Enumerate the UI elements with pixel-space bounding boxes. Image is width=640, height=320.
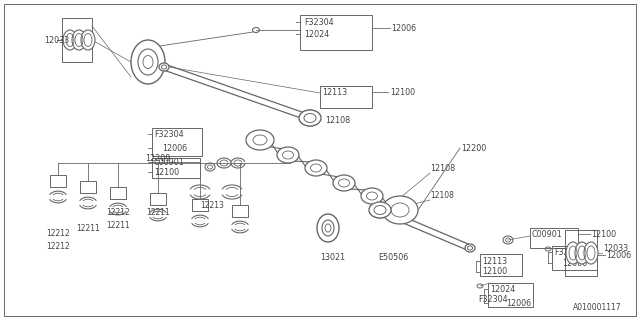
Text: 12024: 12024 xyxy=(304,29,329,38)
Ellipse shape xyxy=(575,242,589,264)
Bar xyxy=(80,181,96,193)
Ellipse shape xyxy=(566,242,580,264)
Text: 12006: 12006 xyxy=(562,259,587,268)
Bar xyxy=(530,228,578,248)
Text: 13021: 13021 xyxy=(320,253,345,262)
Text: 12211: 12211 xyxy=(106,220,130,229)
Ellipse shape xyxy=(305,160,327,176)
Text: 12024: 12024 xyxy=(490,284,515,293)
Text: 12212: 12212 xyxy=(106,207,130,217)
Bar xyxy=(110,187,126,199)
Ellipse shape xyxy=(317,214,339,242)
Text: 12100: 12100 xyxy=(591,229,616,238)
Bar xyxy=(565,230,597,276)
Text: 12113: 12113 xyxy=(322,87,347,97)
Text: 12100: 12100 xyxy=(390,87,415,97)
Ellipse shape xyxy=(299,110,321,126)
Text: 12100: 12100 xyxy=(154,167,179,177)
Text: F32304: F32304 xyxy=(554,247,584,257)
Text: F32304: F32304 xyxy=(304,18,333,27)
Ellipse shape xyxy=(277,147,299,163)
Ellipse shape xyxy=(369,202,391,218)
Ellipse shape xyxy=(63,30,77,50)
Bar xyxy=(150,193,166,205)
Text: 12211: 12211 xyxy=(76,223,100,233)
Bar xyxy=(300,15,372,50)
Text: 12100: 12100 xyxy=(482,268,507,276)
Ellipse shape xyxy=(246,130,274,150)
Text: 12209: 12209 xyxy=(145,154,171,163)
Text: 12108: 12108 xyxy=(430,164,455,172)
Text: A010001117: A010001117 xyxy=(573,303,622,312)
Ellipse shape xyxy=(465,244,475,252)
Text: 12033: 12033 xyxy=(603,244,628,252)
Bar xyxy=(552,246,597,270)
Text: 12213: 12213 xyxy=(200,201,224,210)
Ellipse shape xyxy=(584,242,598,264)
Ellipse shape xyxy=(205,163,215,171)
Text: C00901: C00901 xyxy=(532,229,563,238)
Text: 12033: 12033 xyxy=(44,36,69,44)
Text: 12108: 12108 xyxy=(325,116,350,124)
Bar xyxy=(488,283,533,307)
Text: E50506: E50506 xyxy=(378,253,408,262)
Bar xyxy=(192,199,208,211)
Bar xyxy=(62,18,92,62)
Text: F32304: F32304 xyxy=(154,130,184,139)
Bar xyxy=(152,128,202,156)
Text: F32304: F32304 xyxy=(478,294,508,303)
Text: 12113: 12113 xyxy=(482,257,507,266)
Text: C00901: C00901 xyxy=(154,157,185,166)
Ellipse shape xyxy=(361,188,383,204)
Text: 12006: 12006 xyxy=(391,23,416,33)
Bar xyxy=(320,86,372,108)
Text: 12108: 12108 xyxy=(430,190,454,199)
Bar xyxy=(152,158,200,178)
Text: 12006: 12006 xyxy=(606,251,631,260)
Ellipse shape xyxy=(159,63,169,71)
Ellipse shape xyxy=(503,236,513,244)
Text: 12212: 12212 xyxy=(46,242,70,251)
Text: 12200: 12200 xyxy=(461,143,486,153)
Text: 12006: 12006 xyxy=(506,299,531,308)
Ellipse shape xyxy=(72,30,86,50)
Bar xyxy=(232,205,248,217)
Ellipse shape xyxy=(81,30,95,50)
Text: 12211: 12211 xyxy=(146,207,170,217)
Ellipse shape xyxy=(131,40,165,84)
Bar xyxy=(480,254,522,276)
Text: 12006: 12006 xyxy=(162,143,187,153)
Ellipse shape xyxy=(333,175,355,191)
Bar xyxy=(50,175,66,187)
Ellipse shape xyxy=(382,196,418,224)
Text: 12212: 12212 xyxy=(46,228,70,237)
